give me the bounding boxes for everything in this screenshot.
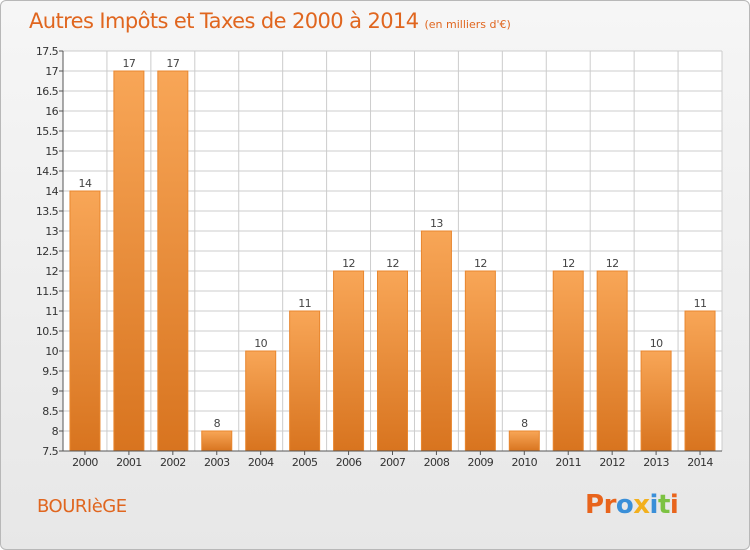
bar (596, 270, 628, 452)
logo-letter: i (649, 490, 659, 520)
bar (377, 270, 408, 452)
proxiti-logo[interactable]: Proxiti (585, 490, 679, 520)
bar (289, 310, 321, 452)
bar (508, 430, 540, 452)
y-tick-label: 13.5 (36, 205, 59, 218)
y-tick-label: 14.5 (36, 165, 59, 178)
y-tick-label: 12 (45, 265, 58, 278)
bar (552, 270, 584, 452)
x-tick-label: 2003 (204, 456, 230, 469)
y-tick-label: 13 (45, 225, 58, 238)
bar (113, 70, 145, 452)
bar (684, 310, 716, 452)
data-label: 17 (122, 57, 135, 70)
y-tick-label: 16.5 (36, 85, 59, 98)
x-tick-label: 2008 (424, 456, 450, 469)
y-tick-label: 9.5 (42, 365, 58, 378)
logo-letter: i (669, 490, 679, 520)
bar (201, 430, 233, 452)
y-tick-label: 17 (45, 65, 58, 78)
x-tick-label: 2011 (555, 456, 581, 469)
data-label: 12 (342, 257, 355, 270)
commune-name: BOURIèGE (37, 496, 127, 517)
data-label: 11 (298, 297, 311, 310)
bar (157, 70, 189, 452)
data-label: 17 (166, 57, 179, 70)
bar (464, 270, 496, 452)
logo-letter: o (615, 490, 634, 520)
x-tick-label: 2000 (72, 456, 98, 469)
x-tick-label: 2002 (160, 456, 186, 469)
x-tick-label: 2010 (511, 456, 537, 469)
data-label: 10 (254, 337, 267, 350)
bar (640, 350, 672, 452)
data-label: 12 (562, 257, 575, 270)
y-tick-label: 8 (52, 425, 59, 438)
data-label: 10 (650, 337, 663, 350)
logo-letter: P (585, 490, 604, 520)
x-tick-label: 2006 (336, 456, 362, 469)
y-tick-label: 10.5 (36, 325, 59, 338)
logo-letter: x (633, 490, 650, 520)
y-tick-label: 16 (45, 105, 58, 118)
x-tick-label: 2004 (248, 456, 274, 469)
y-tick-label: 15.5 (36, 125, 59, 138)
y-tick-label: 10 (45, 345, 58, 358)
data-label: 13 (430, 217, 443, 230)
data-label: 11 (694, 297, 707, 310)
y-tick-label: 11 (45, 305, 58, 318)
bar (333, 270, 365, 452)
y-tick-label: 17.5 (36, 45, 59, 58)
data-label: 12 (606, 257, 619, 270)
x-tick-label: 2013 (643, 456, 669, 469)
y-tick-label: 7.5 (42, 445, 58, 458)
data-label: 12 (474, 257, 487, 270)
x-tick-label: 2014 (687, 456, 713, 469)
x-tick-label: 2012 (599, 456, 625, 469)
logo-letter: r (603, 490, 617, 520)
y-tick-label: 15 (45, 145, 58, 158)
y-tick-label: 11.5 (36, 285, 59, 298)
x-tick-label: 2007 (380, 456, 406, 469)
chart-title: Autres Impôts et Taxes de 2000 à 2014 (29, 9, 419, 33)
x-tick-label: 2009 (468, 456, 494, 469)
data-label: 12 (386, 257, 399, 270)
chart-title-block: Autres Impôts et Taxes de 2000 à 2014 (en… (29, 9, 511, 33)
bar (420, 230, 452, 452)
logo-letter: t (657, 490, 670, 520)
data-label: 8 (521, 417, 528, 430)
y-tick-label: 9 (52, 385, 59, 398)
bar (69, 190, 101, 452)
x-tick-label: 2001 (116, 456, 142, 469)
y-tick-label: 12.5 (36, 245, 59, 258)
x-tick-label: 2005 (292, 456, 318, 469)
y-tick-label: 8.5 (42, 405, 58, 418)
data-label: 14 (79, 177, 92, 190)
data-label: 8 (214, 417, 221, 430)
bar (245, 350, 277, 452)
chart-subtitle: (en milliers d'€) (424, 18, 511, 31)
y-tick-label: 14 (45, 185, 58, 198)
